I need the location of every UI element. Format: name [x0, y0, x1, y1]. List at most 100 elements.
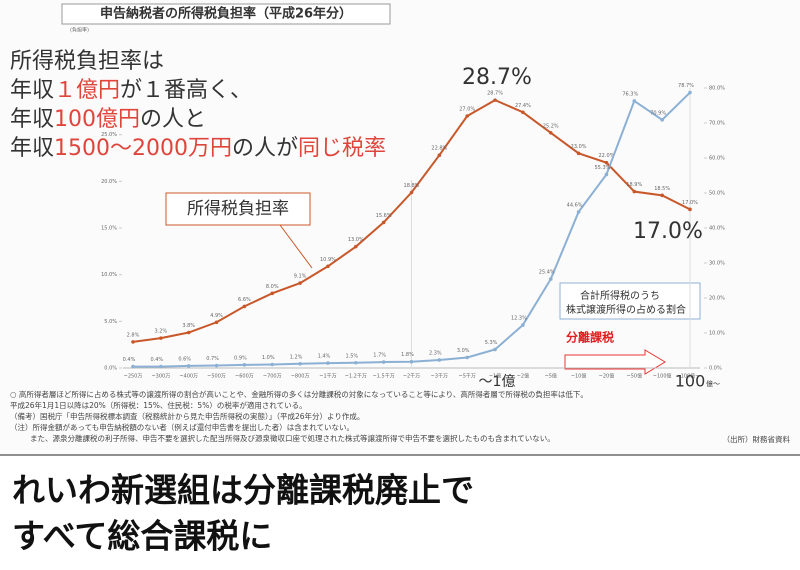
axis-caption: (負担率)	[70, 27, 89, 34]
value-label: 3.0%	[457, 348, 470, 354]
y2-tick-label: 80.0%	[709, 86, 725, 92]
point	[326, 361, 330, 365]
value-label: 2.8%	[127, 332, 140, 338]
point	[604, 160, 609, 165]
x-tick-label: ~700万	[263, 374, 282, 380]
x-tick-label: ~600万	[235, 374, 254, 380]
x-tick-label: ~50億	[627, 373, 643, 380]
point	[381, 220, 386, 225]
point	[660, 193, 664, 198]
point	[270, 291, 275, 296]
y2-tick-label: 20.0%	[709, 296, 725, 302]
point	[131, 364, 135, 369]
overlay-part: 年収	[10, 136, 54, 161]
value-label: 0.4%	[123, 357, 136, 363]
title-box	[61, 3, 391, 25]
x-tick-label: ~3千万	[431, 373, 448, 380]
plot: 0.0% 5.0% 10.0% 15.0% 20.0% 25.0% 0.0% 10.0% 20.…	[101, 83, 725, 379]
y2-tick-label: 70.0%	[709, 121, 725, 127]
point	[186, 330, 191, 335]
point	[381, 360, 386, 364]
caption: すべて総合課税に	[12, 517, 272, 556]
value-label: 70.9%	[650, 110, 666, 116]
x-tick-label: ~1億	[489, 373, 501, 380]
x-tick-label: ~5千万	[459, 373, 476, 380]
value-label: 76.3%	[622, 91, 638, 97]
point	[354, 244, 358, 249]
x-tick-label: ~250万	[124, 374, 143, 380]
point	[688, 207, 692, 212]
y-tick-label: 5.0%	[104, 319, 117, 325]
value-label: 9.1%	[294, 274, 307, 280]
value-label: 3.8%	[182, 323, 195, 329]
y-tick-label: 20.0%	[101, 179, 117, 185]
chart-background	[0, 0, 800, 455]
note: 平成26年1月1日以降は20%（所得税：15%、住民税：5%）の税率が適用されて…	[10, 400, 307, 410]
point	[576, 151, 581, 156]
point	[576, 210, 581, 214]
point	[242, 304, 247, 309]
value-label: 1.8%	[401, 352, 414, 358]
value-label: 1.2%	[290, 354, 303, 360]
x-tick-label: ~400万	[179, 374, 198, 380]
value-label: 44.6%	[567, 202, 583, 208]
overlay-part: の人が	[232, 136, 298, 161]
overlay-text: 所得税負担率は年収１億円が１番高く、年収100億円の人と年収1500〜2000万…	[10, 49, 386, 161]
blue-callout-box	[559, 282, 701, 320]
x-tick-label: ~10億	[571, 373, 587, 380]
overlay-part: が１番高く、	[120, 78, 252, 103]
value-label: 18.5%	[654, 186, 670, 192]
point	[521, 110, 525, 115]
overlay-part: 同じ税率	[298, 136, 386, 161]
y-tick-label: 25.0%	[101, 132, 117, 138]
value-label: 0.9%	[234, 355, 247, 361]
value-label: 8.0%	[266, 284, 279, 290]
value-label: 1.0%	[262, 355, 275, 361]
y2-tick-label: 10.0%	[709, 331, 725, 337]
value-label: 18.9%	[626, 182, 642, 188]
x-tick-label: 100億~	[681, 373, 700, 380]
point	[632, 99, 637, 103]
value-label: 2.3%	[429, 350, 442, 356]
end-label: 17.0%	[633, 219, 703, 244]
point	[242, 363, 247, 367]
x-tick-label: ~500万	[207, 374, 226, 380]
value-label: 13.0%	[348, 237, 364, 243]
y2-tick-label: 60.0%	[709, 156, 725, 162]
note: また、源泉分離課税の利子所得、申告不要を選択した配当所得及び源泉徴収口座で処理さ…	[30, 433, 555, 443]
value-label: 25.2%	[543, 123, 559, 129]
x-tick-label: ~1千万	[319, 373, 336, 380]
value-label: 0.4%	[150, 357, 163, 363]
value-label: 10.9%	[320, 257, 336, 263]
point	[186, 364, 191, 368]
chart-title: 申告納税者の所得税負担率（平成26年分）	[100, 6, 352, 22]
separate-label: 分離課税	[566, 330, 614, 345]
orange-callout-box	[165, 192, 311, 226]
value-label: 28.7%	[487, 91, 503, 97]
point	[298, 281, 302, 285]
x-tick-label: ~5億	[545, 373, 557, 380]
note: （注）所得金額があっても申告納税額のない者（例えば還付申告書を提出した者）は含ま…	[10, 422, 354, 432]
value-label: 25.4%	[539, 270, 555, 276]
y2-tick-label: 50.0%	[709, 191, 725, 197]
blue-callout: 合計所得税のうち	[580, 289, 660, 302]
overlay-line: 年収1500〜2000万円の人が同じ税率	[10, 136, 386, 161]
overlay-part: の人と	[140, 107, 206, 132]
y2-tick-label: 30.0%	[709, 261, 725, 267]
point	[214, 363, 219, 368]
point	[465, 355, 470, 360]
value-label: 22.8%	[431, 146, 447, 152]
point	[493, 98, 497, 102]
point	[159, 336, 163, 340]
x-mid-label: 〜1億	[479, 374, 516, 390]
point	[131, 340, 135, 344]
value-label: 27.0%	[459, 107, 475, 113]
overlay-line: 年収100億円の人と	[10, 107, 206, 132]
point	[548, 277, 553, 281]
value-label: 0.6%	[178, 356, 191, 362]
value-label: 18.8%	[404, 183, 420, 189]
peak-label: 28.7%	[462, 65, 532, 90]
x-tick-label: ~2千万	[403, 373, 420, 380]
x-tick-label: ~800万	[291, 374, 310, 380]
note: （備考）国税庁「申告所得税標本調査（税務統計から見た申告所得税の実態）」（平成2…	[10, 411, 364, 421]
